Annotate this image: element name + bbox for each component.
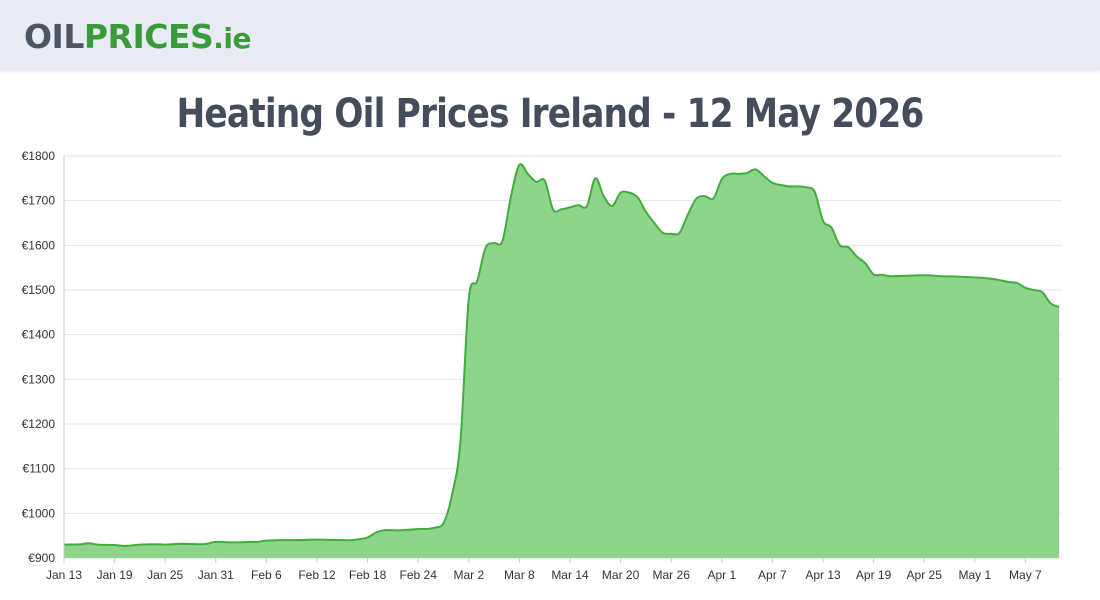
y-tick-label: €1700 <box>22 194 56 208</box>
x-tick-label: Jan 19 <box>97 568 133 582</box>
y-tick-label: €1400 <box>22 328 56 342</box>
x-tick-label: Feb 18 <box>349 568 387 582</box>
y-tick-label: €900 <box>28 551 55 565</box>
price-series-line <box>63 163 1060 547</box>
x-tick-label: May 1 <box>958 568 991 582</box>
x-tick-label: Jan 25 <box>147 568 183 582</box>
x-tick-label: Jan 31 <box>198 568 234 582</box>
x-axis: Jan 13 Jan 19 Jan 25 Jan 31 Feb 6 Feb 12 Feb 1… <box>46 156 1042 582</box>
y-tick-label: €1600 <box>22 238 56 252</box>
x-tick-label: Mar 20 <box>602 568 640 582</box>
x-tick-label: Mar 2 <box>453 568 484 582</box>
y-tick-label: €1300 <box>22 372 56 386</box>
x-tick-label: Jan 13 <box>46 568 82 582</box>
y-tick-label: €1100 <box>23 462 56 476</box>
x-tick-label: Feb 24 <box>400 568 438 582</box>
x-tick-label: Feb 12 <box>298 568 336 582</box>
x-tick-label: Mar 26 <box>653 568 691 582</box>
x-tick-label: Feb 6 <box>251 568 282 582</box>
y-tick-label: €1200 <box>22 417 56 431</box>
site-logo[interactable]: OILPRICES.ie <box>24 14 251 62</box>
logo-part-prices: PRICES <box>83 17 214 56</box>
site-header: OILPRICES.ie <box>0 0 1100 70</box>
x-tick-label: Mar 8 <box>504 568 535 582</box>
y-tick-label: €1000 <box>22 506 56 520</box>
y-tick-label: €1800 <box>22 149 56 163</box>
y-axis: €900 €1000 €1100 €1200 €1300 €1400 €1500 €1600 €… <box>22 149 56 565</box>
chart-area-group <box>63 163 1060 558</box>
x-tick-label: Apr 7 <box>758 568 787 582</box>
page-title: Heating Oil Prices Ireland - 12 May 2026 <box>176 91 924 137</box>
x-tick-label: May 7 <box>1009 568 1042 582</box>
x-tick-label: Apr 19 <box>856 568 892 582</box>
logo-part-oil: OIL <box>24 17 84 56</box>
x-tick-label: Apr 1 <box>707 568 736 582</box>
logo-part-domain: .ie <box>213 22 251 55</box>
price-area-fill <box>64 164 1060 558</box>
x-tick-label: Mar 14 <box>551 568 589 582</box>
x-tick-label: Apr 25 <box>907 568 943 582</box>
x-tick-label: Apr 13 <box>805 568 841 582</box>
y-tick-label: €1500 <box>22 283 56 297</box>
